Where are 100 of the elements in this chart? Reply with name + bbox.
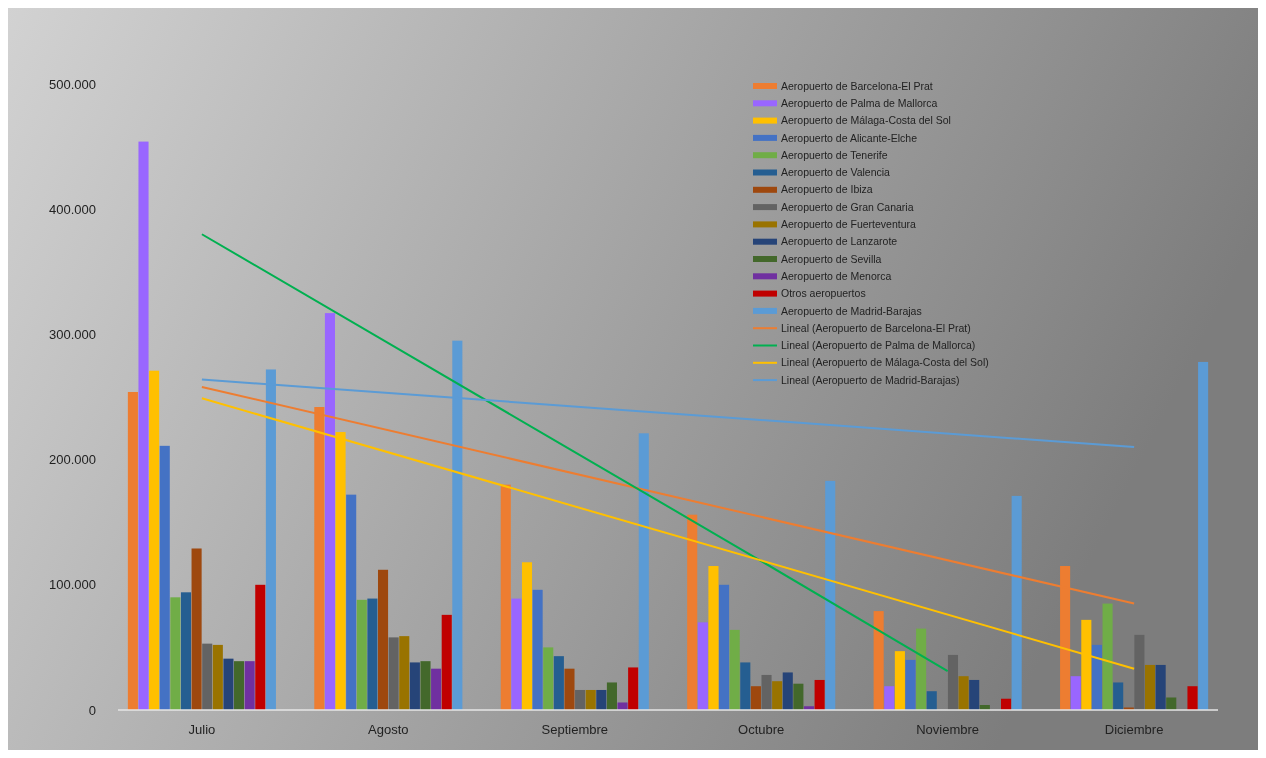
bar	[782, 672, 793, 710]
bar	[346, 494, 357, 710]
legend-label: Lineal (Aeropuerto de Madrid-Barajas)	[781, 373, 960, 386]
bar	[191, 548, 202, 710]
bar	[244, 661, 255, 710]
bar	[180, 592, 192, 710]
bar	[356, 599, 367, 710]
bar	[719, 584, 730, 710]
bar	[884, 686, 895, 710]
bar	[1187, 686, 1198, 710]
bar	[441, 614, 452, 710]
bar	[409, 662, 420, 710]
bar	[772, 681, 783, 710]
bar	[1070, 676, 1081, 710]
bar	[149, 370, 160, 710]
bar	[1144, 664, 1156, 710]
bar	[947, 654, 959, 710]
bar	[761, 674, 772, 710]
bar	[825, 480, 836, 710]
x-tick-label: Diciembre	[1104, 722, 1164, 737]
bar	[606, 682, 617, 710]
legend-label: Aeropuerto de Sevilla	[781, 252, 882, 265]
bar	[532, 589, 543, 710]
bar	[202, 643, 213, 710]
y-tick-label: 400.000	[49, 201, 96, 217]
bar	[212, 644, 223, 710]
bar	[420, 661, 431, 710]
bar	[740, 662, 751, 710]
bar	[575, 689, 586, 710]
bar	[1091, 644, 1102, 710]
bar	[638, 433, 649, 710]
bar	[234, 661, 245, 710]
legend-label: Lineal (Aeropuerto de Palma de Mallorca)	[781, 339, 976, 352]
bar	[926, 691, 937, 710]
bar	[617, 702, 628, 710]
bar	[511, 598, 522, 710]
bar	[894, 651, 905, 710]
x-tick-label: Septiembre	[541, 722, 609, 737]
bar	[873, 611, 884, 710]
bar	[958, 676, 969, 710]
bar	[170, 597, 181, 710]
bar	[500, 484, 511, 710]
legend-label: Lineal (Aeropuerto de Barcelona-El Prat)	[781, 321, 971, 334]
bar	[138, 141, 149, 710]
bar	[916, 628, 927, 710]
bar	[750, 686, 761, 710]
legend-label: Aeropuerto de Alicante-Elche	[781, 131, 918, 144]
legend-label: Aeropuerto de Palma de Mallorca	[781, 96, 938, 109]
bar	[708, 566, 719, 710]
bar	[596, 689, 607, 710]
bar	[1198, 361, 1209, 710]
bar	[127, 391, 138, 710]
bar	[1134, 634, 1145, 710]
bar	[399, 636, 410, 710]
legend-label: Aeropuerto de Gran Canaria	[781, 200, 914, 213]
bar	[377, 569, 389, 710]
y-tick-label: 100.000	[49, 577, 96, 593]
legend-label: Aeropuerto de Lanzarote	[781, 235, 898, 248]
bar	[431, 668, 442, 710]
bar	[1011, 495, 1022, 710]
bar	[324, 313, 335, 710]
bar	[255, 584, 266, 710]
x-tick-label: Noviembre	[916, 722, 980, 737]
y-tick-label: 300.000	[49, 326, 96, 342]
bar	[697, 622, 708, 710]
legend-label: Aeropuerto de Ibiza	[781, 183, 873, 196]
legend-label: Lineal (Aeropuerto de Málaga-Costa del Sol)	[781, 356, 989, 369]
legend-label: Aeropuerto de Fuerteventura	[781, 218, 916, 231]
bar	[553, 656, 564, 710]
y-tick-label: 0	[88, 702, 96, 718]
legend-label: Aeropuerto de Tenerife	[781, 148, 888, 161]
x-tick-label: Agosto	[368, 722, 409, 737]
bar	[729, 629, 740, 710]
x-tick-label: Julio	[188, 722, 216, 737]
bar	[585, 689, 596, 710]
bar	[223, 658, 234, 710]
bar	[969, 679, 980, 710]
y-tick-label: 200.000	[49, 452, 96, 468]
bar	[793, 683, 804, 710]
bar	[564, 668, 575, 710]
bar	[814, 679, 825, 710]
bar	[905, 659, 916, 710]
legend-label: Aeropuerto de Valencia	[781, 166, 891, 179]
x-tick-label: Octubre	[738, 722, 785, 737]
bar	[543, 647, 554, 710]
bar	[687, 514, 698, 710]
legend-label: Aeropuerto de Menorca	[781, 269, 892, 282]
bar	[628, 667, 639, 710]
legend-label: Aeropuerto de Málaga-Costa del Sol	[781, 114, 951, 127]
legend-label: Aeropuerto de Madrid-Barajas	[781, 304, 922, 317]
bar	[367, 598, 378, 710]
y-tick-label: 500.000	[49, 76, 96, 92]
bar	[1113, 682, 1124, 710]
legend-label: Aeropuerto de Barcelona-El Prat	[781, 79, 933, 92]
bar	[1166, 697, 1177, 710]
bar	[1155, 664, 1166, 710]
bar	[159, 445, 170, 710]
bar	[1102, 603, 1113, 710]
bar	[388, 637, 399, 710]
legend-label: Otros aeropuertos	[781, 287, 866, 300]
